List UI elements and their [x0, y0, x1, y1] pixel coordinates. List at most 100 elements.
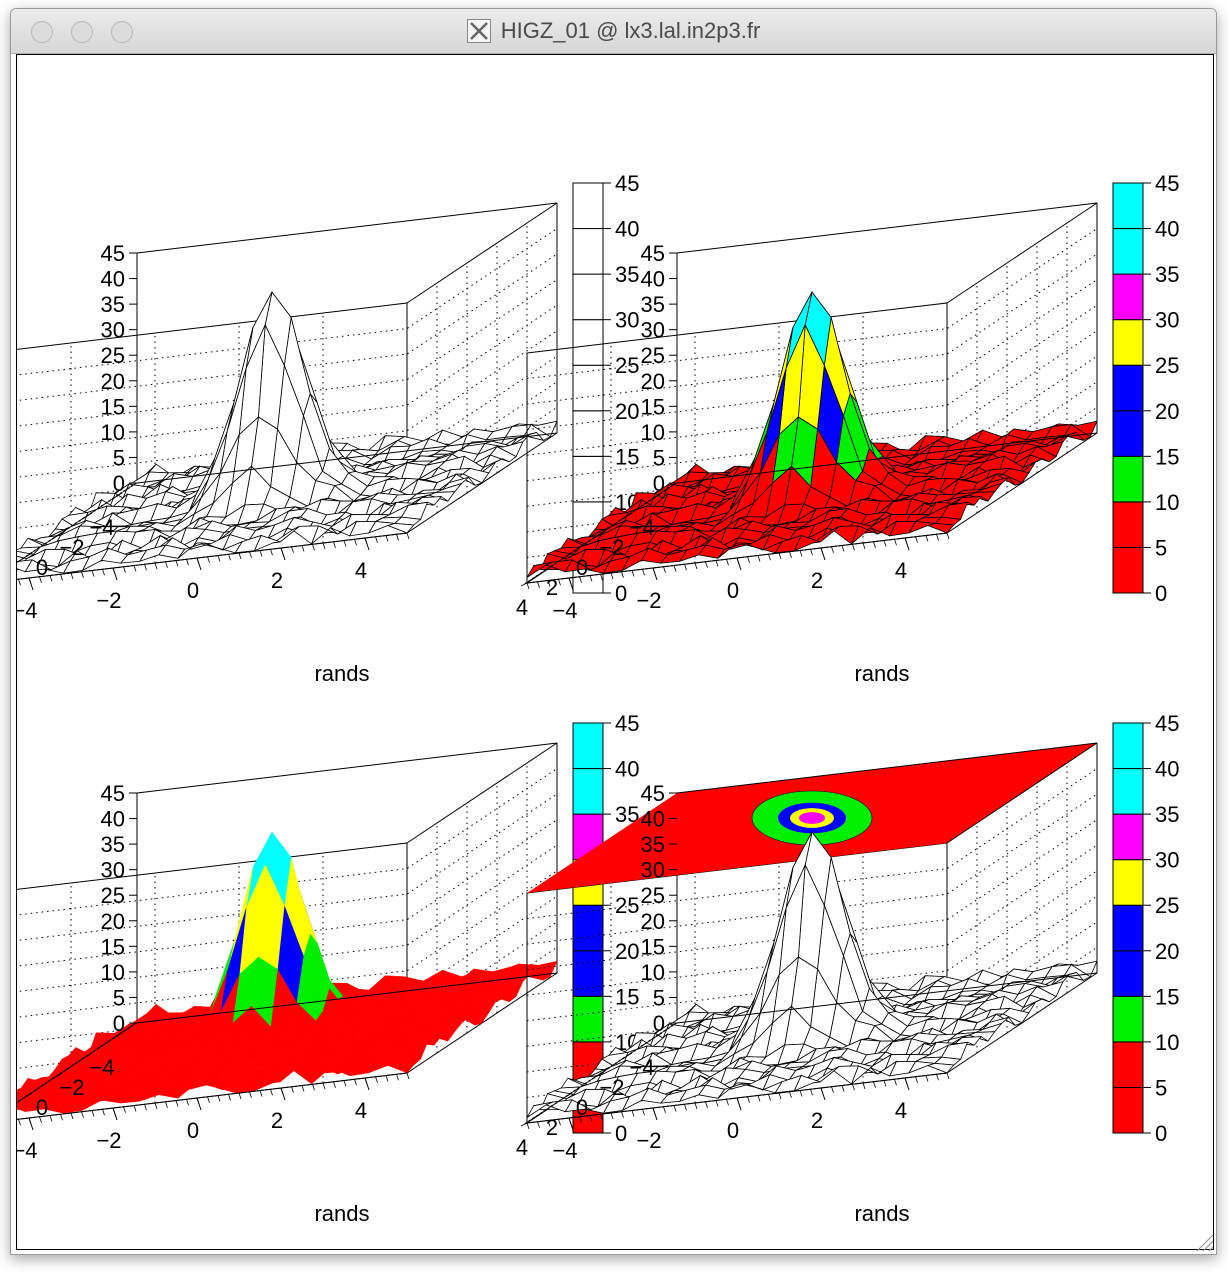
minor-tick: [670, 482, 678, 487]
resize-grip-icon[interactable]: [1192, 1230, 1214, 1252]
minor-tick: [673, 1105, 677, 1112]
minor-tick: [936, 534, 939, 541]
minor-tick: [565, 552, 573, 557]
minor-tick: [946, 532, 950, 540]
y-tick-label: 2: [17, 575, 18, 600]
minor-tick: [238, 1092, 242, 1100]
x-tick-label: −2: [96, 1128, 121, 1153]
minor-tick: [175, 560, 179, 567]
minor-tick: [925, 535, 929, 542]
minor-tick: [747, 1096, 750, 1103]
minor-tick: [78, 517, 85, 522]
minor-tick: [642, 1109, 645, 1116]
minor-tick: [67, 525, 74, 529]
colorbar-tick-label: 15: [1155, 984, 1179, 1009]
y-tick-label: −2: [599, 1075, 624, 1100]
minor-tick: [873, 541, 876, 548]
x-axis-label: rands: [854, 661, 909, 686]
minimize-button[interactable]: [71, 21, 93, 43]
minor-tick: [385, 1075, 389, 1082]
minor-tick: [584, 540, 591, 544]
z-tick-label: 35: [101, 292, 125, 317]
minor-tick: [207, 1096, 210, 1103]
colorbar-tick-label: 20: [1155, 939, 1179, 964]
minor-tick: [558, 579, 561, 586]
z-tick-label: 45: [641, 781, 665, 806]
minor-tick: [778, 552, 782, 560]
colorbar-swatch: [572, 722, 604, 770]
minor-tick: [862, 1082, 866, 1090]
minor-tick: [291, 1086, 294, 1093]
minor-tick: [550, 562, 558, 567]
minor-tick: [37, 545, 44, 549]
minor-tick: [528, 577, 535, 582]
minor-tick: [186, 1099, 189, 1106]
colorbar-tick-label: 20: [1155, 399, 1179, 424]
minor-tick: [70, 522, 78, 527]
colorbar-swatch: [1112, 228, 1144, 275]
minor-tick: [757, 1095, 761, 1102]
minor-tick: [196, 1097, 200, 1105]
z-tick-label: 45: [641, 241, 665, 266]
colorbar-tick-label: 35: [615, 262, 639, 287]
colorbar-swatch: [1112, 904, 1144, 952]
minor-tick: [59, 530, 66, 534]
colorbar-tick-label: 35: [1155, 802, 1179, 827]
minor-tick: [406, 1072, 410, 1080]
zoom-button[interactable]: [111, 21, 133, 43]
close-button[interactable]: [31, 21, 53, 43]
minor-tick: [600, 574, 603, 581]
minor-tick: [228, 1094, 231, 1101]
plot-panel-1: 051015202530354045−4−2024−4−2024rands051…: [11, 171, 639, 686]
minor-tick: [102, 1109, 105, 1116]
minor-tick: [558, 1119, 561, 1126]
colorbar-swatch: [572, 904, 604, 952]
x-tick-label: 4: [355, 1098, 367, 1123]
y-tick-label: 0: [576, 1095, 588, 1120]
colorbar-tick-label: 0: [615, 1121, 627, 1146]
colorbar-tick-label: 45: [615, 711, 639, 736]
z-tick-label: 35: [101, 832, 125, 857]
x-tick-label: 4: [895, 1098, 907, 1123]
minor-tick: [915, 1076, 918, 1083]
minor-tick: [543, 567, 550, 572]
minor-tick: [60, 574, 63, 581]
minor-tick: [100, 502, 108, 507]
z-tick-label: 30: [641, 858, 665, 883]
minor-tick: [18, 557, 25, 562]
minor-tick: [614, 520, 621, 524]
minor-tick: [112, 1107, 116, 1115]
z-tick-label: 30: [101, 858, 125, 883]
minor-tick: [123, 487, 130, 492]
minor-tick: [539, 570, 546, 574]
minor-tick: [873, 1081, 876, 1088]
minor-tick: [736, 1097, 740, 1105]
minor-tick: [715, 560, 719, 567]
minor-tick: [631, 570, 635, 577]
colorbar-swatch: [1112, 501, 1144, 548]
minor-tick: [568, 1117, 572, 1125]
minor-tick: [577, 545, 584, 549]
minor-tick: [238, 552, 242, 560]
z-tick-label: 25: [101, 343, 125, 368]
colorbar-tick-label: 30: [1155, 848, 1179, 873]
minor-tick: [603, 527, 610, 532]
x-tick-label: 0: [187, 578, 199, 603]
plot-panel-3: 051015202530354045−4−2024−4−2024rands051…: [11, 711, 639, 1226]
x-tick-label: 0: [187, 1118, 199, 1143]
minor-tick: [648, 497, 655, 502]
minor-tick: [684, 1104, 687, 1111]
minor-tick: [535, 572, 543, 577]
minor-tick: [841, 545, 845, 552]
minor-tick: [589, 575, 593, 582]
minor-tick: [610, 522, 618, 527]
minor-tick: [85, 512, 93, 517]
minor-tick: [312, 1084, 315, 1091]
colorbar-swatch: [1112, 319, 1144, 366]
colorbar-tick-label: 0: [615, 581, 627, 606]
z-tick-label: 5: [113, 445, 125, 470]
title-bar[interactable]: HIGZ_01 @ lx3.lal.in2p3.fr: [11, 9, 1216, 54]
minor-tick: [736, 557, 740, 565]
minor-tick: [618, 517, 625, 522]
